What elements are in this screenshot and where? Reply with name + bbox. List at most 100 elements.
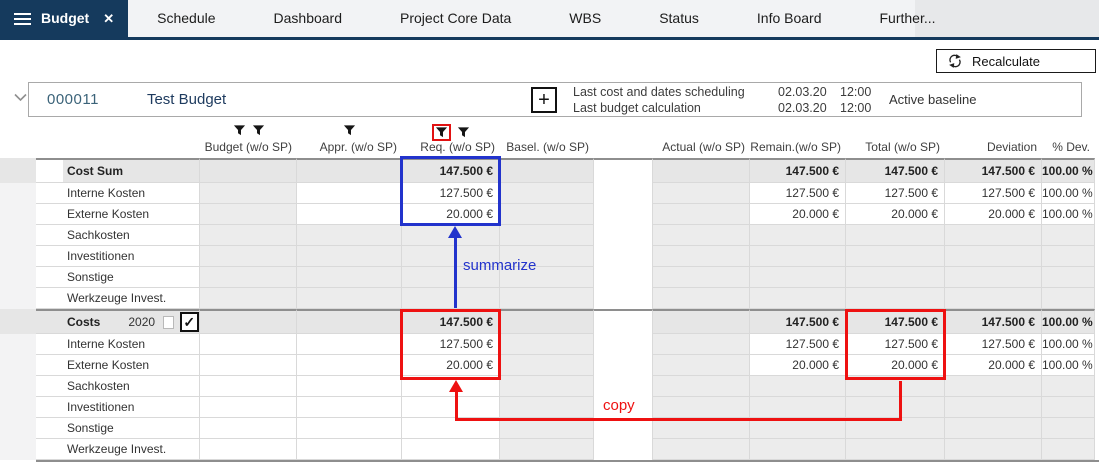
cell-req: [402, 267, 500, 288]
cell-deviation: 147.500 €: [945, 158, 1042, 183]
table-row: Investitionen: [0, 246, 1099, 267]
filter-funnel-icon[interactable]: [343, 124, 356, 137]
tab-schedule[interactable]: Schedule: [157, 10, 216, 26]
cell-deviation: [945, 397, 1042, 418]
cell-basel: [500, 334, 594, 355]
tab-wbs[interactable]: WBS: [569, 10, 602, 26]
cell-pdev: 100.00 %: [1042, 158, 1095, 183]
column-gap: [594, 397, 653, 418]
cell-req[interactable]: 20.000 €: [402, 204, 500, 225]
cell-req[interactable]: [402, 397, 500, 418]
tab-dashboard[interactable]: Dashboard: [273, 10, 343, 26]
col-header-actual[interactable]: Actual (w/o SP): [653, 120, 750, 158]
cell-remain[interactable]: 127.500 €: [750, 183, 846, 204]
year-label: 2020: [128, 315, 156, 329]
cell-appr[interactable]: [297, 183, 402, 204]
tab-bar: Budget ✕ Schedule Dashboard Project Core…: [0, 0, 1099, 40]
cell-appr[interactable]: [297, 376, 402, 397]
cell-req[interactable]: [402, 376, 500, 397]
col-header-total[interactable]: Total (w/o SP): [846, 120, 945, 158]
col-header-req[interactable]: Req. (w/o SP): [402, 120, 500, 158]
cell-budget[interactable]: [200, 439, 297, 460]
cell-appr[interactable]: [297, 204, 402, 225]
info-label: Last budget calculation: [573, 101, 701, 115]
col-header-basel[interactable]: Basel. (w/o SP): [500, 120, 594, 158]
row-label: Sonstige: [36, 267, 200, 288]
checkbox-checked[interactable]: ✓: [179, 312, 199, 332]
col-header-deviation[interactable]: Deviation: [945, 120, 1042, 158]
project-name[interactable]: Test Budget: [146, 91, 227, 108]
recalculate-button[interactable]: Recalculate: [936, 49, 1096, 73]
column-gap: [594, 376, 653, 397]
menu-icon[interactable]: [14, 10, 31, 28]
tab-status[interactable]: Status: [659, 10, 699, 26]
cell-remain: [750, 376, 846, 397]
cell-basel: [500, 183, 594, 204]
column-gap: [594, 246, 653, 267]
filter-funnel-icon[interactable]: [457, 126, 470, 139]
close-icon[interactable]: ✕: [103, 11, 115, 26]
add-button[interactable]: +: [531, 87, 557, 113]
cell-budget[interactable]: [200, 376, 297, 397]
cell-actual: [653, 288, 750, 309]
column-gap: [594, 158, 653, 183]
cell-appr: [297, 246, 402, 267]
project-collapse-chevron-icon[interactable]: [14, 93, 27, 102]
cell-budget: [200, 246, 297, 267]
cell-deviation: [945, 267, 1042, 288]
column-gap: [594, 334, 653, 355]
table-row: Sachkosten: [0, 376, 1099, 397]
cell-budget[interactable]: [200, 355, 297, 376]
cell-req[interactable]: [402, 418, 500, 439]
cell-appr[interactable]: [297, 397, 402, 418]
cell-req: [402, 288, 500, 309]
cell-appr[interactable]: [297, 355, 402, 376]
cell-budget: [200, 288, 297, 309]
cell-budget[interactable]: [200, 418, 297, 439]
cell-total: [846, 267, 945, 288]
cell-budget: [200, 267, 297, 288]
tab-info-board[interactable]: Info Board: [756, 10, 822, 26]
col-header-budget[interactable]: Budget (w/o SP): [200, 120, 297, 158]
cell-total: [846, 397, 945, 418]
cell-remain[interactable]: 20.000 €: [750, 355, 846, 376]
cell-appr[interactable]: [297, 439, 402, 460]
tab-further[interactable]: Further...: [879, 10, 936, 26]
highlighted-filter-funnel-icon[interactable]: [432, 124, 451, 141]
project-id[interactable]: 000011: [47, 91, 99, 108]
info-date: 02.03.20: [778, 101, 827, 115]
tab-budget[interactable]: Budget ✕: [0, 0, 129, 37]
row-label: Sachkosten: [36, 376, 200, 397]
filter-funnel-icon[interactable]: [435, 126, 448, 139]
cell-req[interactable]: 20.000 €: [402, 355, 500, 376]
cell-budget[interactable]: [200, 397, 297, 418]
cell-req[interactable]: 127.500 €: [402, 183, 500, 204]
col-header-appr[interactable]: Appr. (w/o SP): [297, 120, 402, 158]
cell-req[interactable]: 127.500 €: [402, 334, 500, 355]
cell-deviation: [945, 439, 1042, 460]
cell-deviation: [945, 246, 1042, 267]
cell-remain: [750, 418, 846, 439]
cell-appr[interactable]: [297, 334, 402, 355]
checkbox-unchecked[interactable]: [163, 315, 174, 329]
tab-project-core-data[interactable]: Project Core Data: [400, 10, 512, 26]
col-header-remain[interactable]: Remain.(w/o SP): [750, 120, 846, 158]
cell-req[interactable]: [402, 439, 500, 460]
cell-req: [402, 225, 500, 246]
col-header-pdev[interactable]: % Dev.: [1042, 120, 1095, 158]
cell-remain[interactable]: 20.000 €: [750, 204, 846, 225]
cell-basel: [500, 225, 594, 246]
cell-appr: [297, 158, 402, 183]
info-label: Last cost and dates scheduling: [573, 85, 745, 99]
filter-funnel-icon[interactable]: [233, 124, 246, 137]
cell-budget[interactable]: [200, 334, 297, 355]
table-row: Externe Kosten 20.000 € 20.000 € 20.000 …: [0, 204, 1099, 225]
row-gutter: [0, 246, 36, 267]
filter-funnel-icon[interactable]: [252, 124, 265, 137]
cell-appr[interactable]: [297, 418, 402, 439]
row-label: Sachkosten: [36, 225, 200, 246]
row-gutter: [0, 225, 36, 246]
table-bottom-border: [36, 460, 1099, 462]
row-gutter: [0, 439, 36, 460]
cell-remain[interactable]: 127.500 €: [750, 334, 846, 355]
